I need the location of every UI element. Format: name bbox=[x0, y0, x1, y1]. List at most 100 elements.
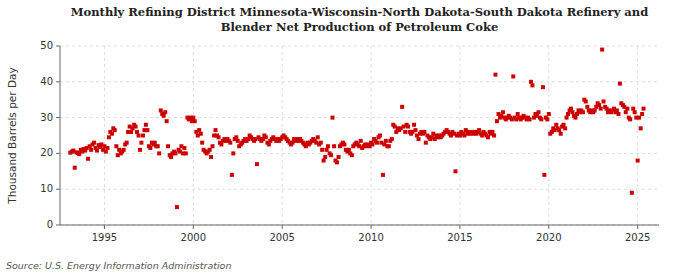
x-tick-label: 2000 bbox=[181, 232, 206, 243]
point bbox=[477, 128, 481, 132]
point bbox=[453, 169, 457, 173]
point bbox=[342, 142, 346, 146]
point bbox=[211, 144, 215, 148]
point bbox=[217, 135, 221, 139]
point bbox=[335, 160, 339, 164]
point bbox=[569, 107, 573, 111]
point bbox=[320, 148, 324, 152]
x-tick-label: 1995 bbox=[92, 232, 117, 243]
point bbox=[105, 146, 109, 150]
point bbox=[493, 73, 497, 77]
x-tick bbox=[104, 225, 105, 229]
point bbox=[144, 123, 148, 127]
point bbox=[191, 116, 195, 120]
point bbox=[581, 110, 585, 114]
y-grid-line bbox=[60, 117, 659, 118]
point bbox=[157, 151, 161, 155]
point bbox=[197, 128, 201, 132]
point bbox=[639, 126, 643, 130]
x-tick bbox=[637, 225, 638, 229]
point bbox=[219, 142, 223, 146]
x-grid-line bbox=[371, 46, 372, 225]
point bbox=[585, 105, 589, 109]
point bbox=[267, 142, 271, 146]
y-axis-label: Thousand Barrels per Day bbox=[6, 67, 18, 204]
x-tick-label: 2025 bbox=[625, 232, 650, 243]
point bbox=[602, 99, 606, 103]
point bbox=[541, 85, 545, 89]
x-grid-line bbox=[637, 46, 638, 225]
y-grid-line bbox=[60, 81, 659, 82]
x-axis-line bbox=[60, 225, 659, 226]
point bbox=[536, 110, 540, 114]
point bbox=[214, 128, 218, 132]
point bbox=[630, 191, 634, 195]
point bbox=[208, 148, 212, 152]
point bbox=[350, 153, 354, 157]
point bbox=[557, 128, 561, 132]
x-tick bbox=[371, 225, 372, 229]
y-tick-label: 20 bbox=[40, 147, 53, 158]
point bbox=[153, 141, 157, 145]
chart: 010203040501995200020052010201520202025M… bbox=[0, 0, 675, 275]
point bbox=[495, 119, 499, 123]
point bbox=[134, 125, 138, 129]
point bbox=[616, 112, 620, 116]
point bbox=[165, 119, 169, 123]
x-tick-label: 2015 bbox=[447, 232, 472, 243]
point bbox=[337, 155, 341, 159]
point bbox=[615, 108, 619, 112]
point bbox=[255, 162, 259, 166]
point bbox=[166, 144, 170, 148]
point bbox=[412, 123, 416, 127]
point bbox=[95, 149, 99, 153]
point bbox=[159, 108, 163, 112]
point bbox=[633, 110, 637, 114]
point bbox=[563, 126, 567, 130]
point bbox=[554, 123, 558, 127]
point bbox=[628, 117, 632, 121]
point bbox=[545, 117, 549, 121]
point bbox=[528, 117, 532, 121]
point bbox=[529, 80, 533, 84]
point bbox=[163, 110, 167, 114]
point bbox=[559, 132, 563, 136]
point bbox=[329, 153, 333, 157]
point bbox=[122, 148, 126, 152]
point bbox=[501, 110, 505, 114]
point bbox=[137, 134, 141, 138]
point bbox=[107, 135, 111, 139]
point bbox=[141, 134, 145, 138]
point bbox=[231, 151, 235, 155]
y-grid-line bbox=[60, 189, 659, 190]
point bbox=[570, 110, 574, 114]
x-grid-line bbox=[104, 46, 105, 225]
grid bbox=[60, 46, 659, 225]
point bbox=[326, 144, 330, 148]
point bbox=[381, 173, 385, 177]
point bbox=[264, 135, 268, 139]
point bbox=[403, 130, 407, 134]
point bbox=[597, 103, 601, 107]
point bbox=[323, 155, 327, 159]
point bbox=[636, 159, 640, 163]
point bbox=[486, 135, 490, 139]
point bbox=[234, 135, 238, 139]
point bbox=[642, 107, 646, 111]
y-tick bbox=[56, 225, 60, 226]
point bbox=[200, 141, 204, 145]
y-tick-label: 40 bbox=[40, 76, 53, 87]
point bbox=[573, 116, 577, 120]
x-tick-label: 2005 bbox=[269, 232, 294, 243]
source-note: Source: U.S. Energy Information Administ… bbox=[6, 260, 231, 271]
y-tick bbox=[56, 46, 60, 47]
point bbox=[424, 141, 428, 145]
point bbox=[593, 108, 597, 112]
point bbox=[230, 173, 234, 177]
point bbox=[138, 148, 142, 152]
point bbox=[175, 205, 179, 209]
point bbox=[125, 141, 129, 145]
point bbox=[539, 117, 543, 121]
point bbox=[387, 144, 391, 148]
points bbox=[68, 48, 645, 210]
